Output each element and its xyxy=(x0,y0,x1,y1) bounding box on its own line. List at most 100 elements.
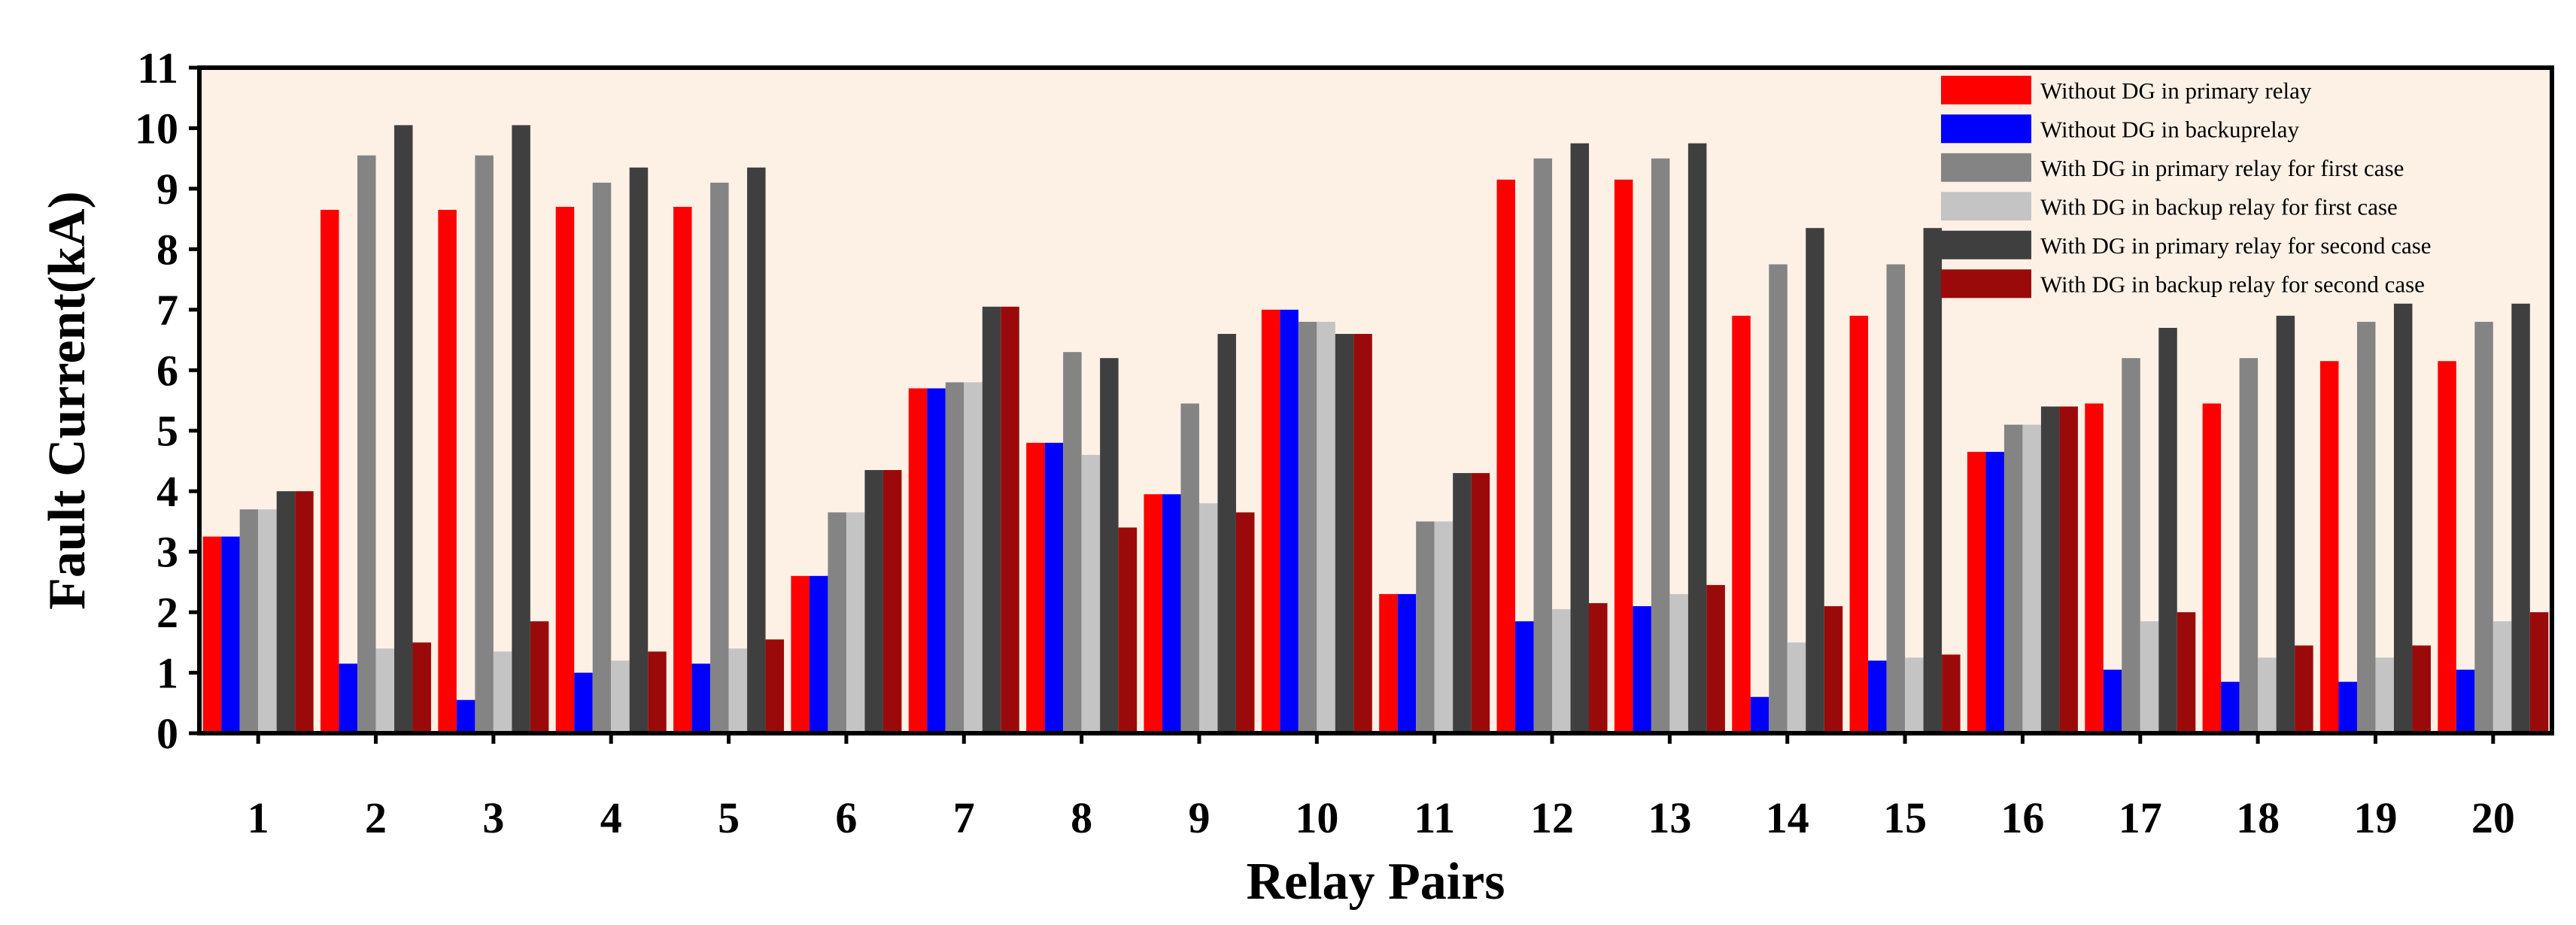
x-tick-label: 13 xyxy=(1648,793,1691,842)
bar xyxy=(412,642,432,733)
bar xyxy=(357,155,376,733)
bar xyxy=(2474,321,2493,733)
bar xyxy=(828,512,846,733)
bar xyxy=(2412,645,2431,733)
legend-swatch xyxy=(1941,114,2031,144)
bar xyxy=(2122,358,2140,733)
bar xyxy=(1261,309,1280,733)
legend-label: With DG in backup relay for first case xyxy=(2040,193,2398,220)
bar xyxy=(2040,406,2060,733)
bar xyxy=(791,575,810,733)
bar xyxy=(1453,473,1472,733)
bar xyxy=(320,210,339,733)
bar xyxy=(1669,593,1688,733)
bar xyxy=(927,388,946,733)
bar xyxy=(1905,657,1924,733)
bar xyxy=(691,663,711,733)
bar xyxy=(864,470,883,733)
bar xyxy=(710,182,729,734)
legend-swatch xyxy=(1941,153,2031,182)
x-tick-label: 14 xyxy=(1766,793,1809,842)
bar xyxy=(1769,264,1788,734)
bar xyxy=(1100,358,1119,733)
x-tick-label: 6 xyxy=(835,793,857,842)
bar xyxy=(2375,657,2394,733)
bar xyxy=(1353,334,1372,733)
bar xyxy=(1298,321,1317,733)
bar xyxy=(2140,621,2159,733)
legend-label: Without DG in backuprelay xyxy=(2040,116,2299,142)
x-tick-label: 4 xyxy=(600,793,622,842)
y-tick-label: 3 xyxy=(156,528,178,577)
bar xyxy=(574,672,593,733)
bar xyxy=(945,382,964,733)
bar xyxy=(2276,315,2295,733)
bar xyxy=(1379,593,1398,733)
y-tick-label: 0 xyxy=(156,709,178,758)
bar xyxy=(1198,503,1218,733)
bar xyxy=(1849,315,1869,733)
bar xyxy=(964,382,983,733)
bar xyxy=(1434,521,1454,733)
bar xyxy=(394,125,413,733)
bar xyxy=(2492,621,2512,733)
bar xyxy=(2085,403,2104,733)
bar xyxy=(1985,451,2004,733)
bar xyxy=(1967,451,1986,733)
bar xyxy=(438,210,457,733)
bar xyxy=(258,509,277,733)
bar xyxy=(982,306,1001,733)
x-tick-label: 15 xyxy=(1883,793,1927,842)
y-tick-label: 8 xyxy=(156,225,178,274)
bar xyxy=(1217,334,1236,733)
bar xyxy=(2295,645,2313,733)
x-tick-label: 7 xyxy=(953,793,975,842)
bar xyxy=(1651,158,1670,733)
bar xyxy=(2529,612,2549,733)
bar xyxy=(728,648,748,733)
bar xyxy=(1081,454,1101,733)
x-tick-label: 2 xyxy=(365,793,387,842)
bar xyxy=(747,167,766,733)
bar xyxy=(276,491,296,733)
bar xyxy=(1787,642,1806,733)
bar xyxy=(1750,696,1769,733)
bar xyxy=(1633,606,1651,733)
y-tick-label: 7 xyxy=(156,286,178,335)
bar xyxy=(2059,406,2078,733)
bar xyxy=(629,167,649,733)
bar xyxy=(2393,303,2413,733)
x-tick-label: 5 xyxy=(718,793,740,842)
bar xyxy=(1806,228,1824,733)
bar xyxy=(1317,321,1335,733)
bar xyxy=(1687,143,1707,733)
legend: Without DG in primary relay Without DG in… xyxy=(1941,75,2432,299)
y-axis: 0 1 2 3 4 5 6 7 8 9 10 11 xyxy=(135,44,199,758)
bar xyxy=(1335,334,1354,733)
bar xyxy=(2258,657,2277,733)
x-tick-label: 1 xyxy=(248,793,269,842)
bar xyxy=(2456,669,2475,733)
y-tick-label: 6 xyxy=(156,346,178,395)
bar xyxy=(2438,361,2456,733)
bar xyxy=(221,536,240,733)
bar xyxy=(1570,143,1590,733)
x-tick-label: 3 xyxy=(482,793,504,842)
x-tick-label: 19 xyxy=(2353,793,2397,842)
bar xyxy=(648,651,667,733)
legend-swatch xyxy=(1941,230,2031,259)
legend-swatch xyxy=(1941,192,2031,221)
bar xyxy=(2202,403,2222,733)
y-tick-label: 11 xyxy=(137,44,178,92)
bar xyxy=(2511,303,2530,733)
bar xyxy=(1706,584,1725,733)
bar xyxy=(512,125,530,733)
bar xyxy=(1397,593,1417,733)
bar xyxy=(1471,473,1490,733)
bar xyxy=(1496,179,1516,734)
bar xyxy=(1589,603,1608,733)
y-tick-label: 10 xyxy=(135,104,178,153)
bar xyxy=(555,207,575,733)
bar xyxy=(239,509,259,733)
